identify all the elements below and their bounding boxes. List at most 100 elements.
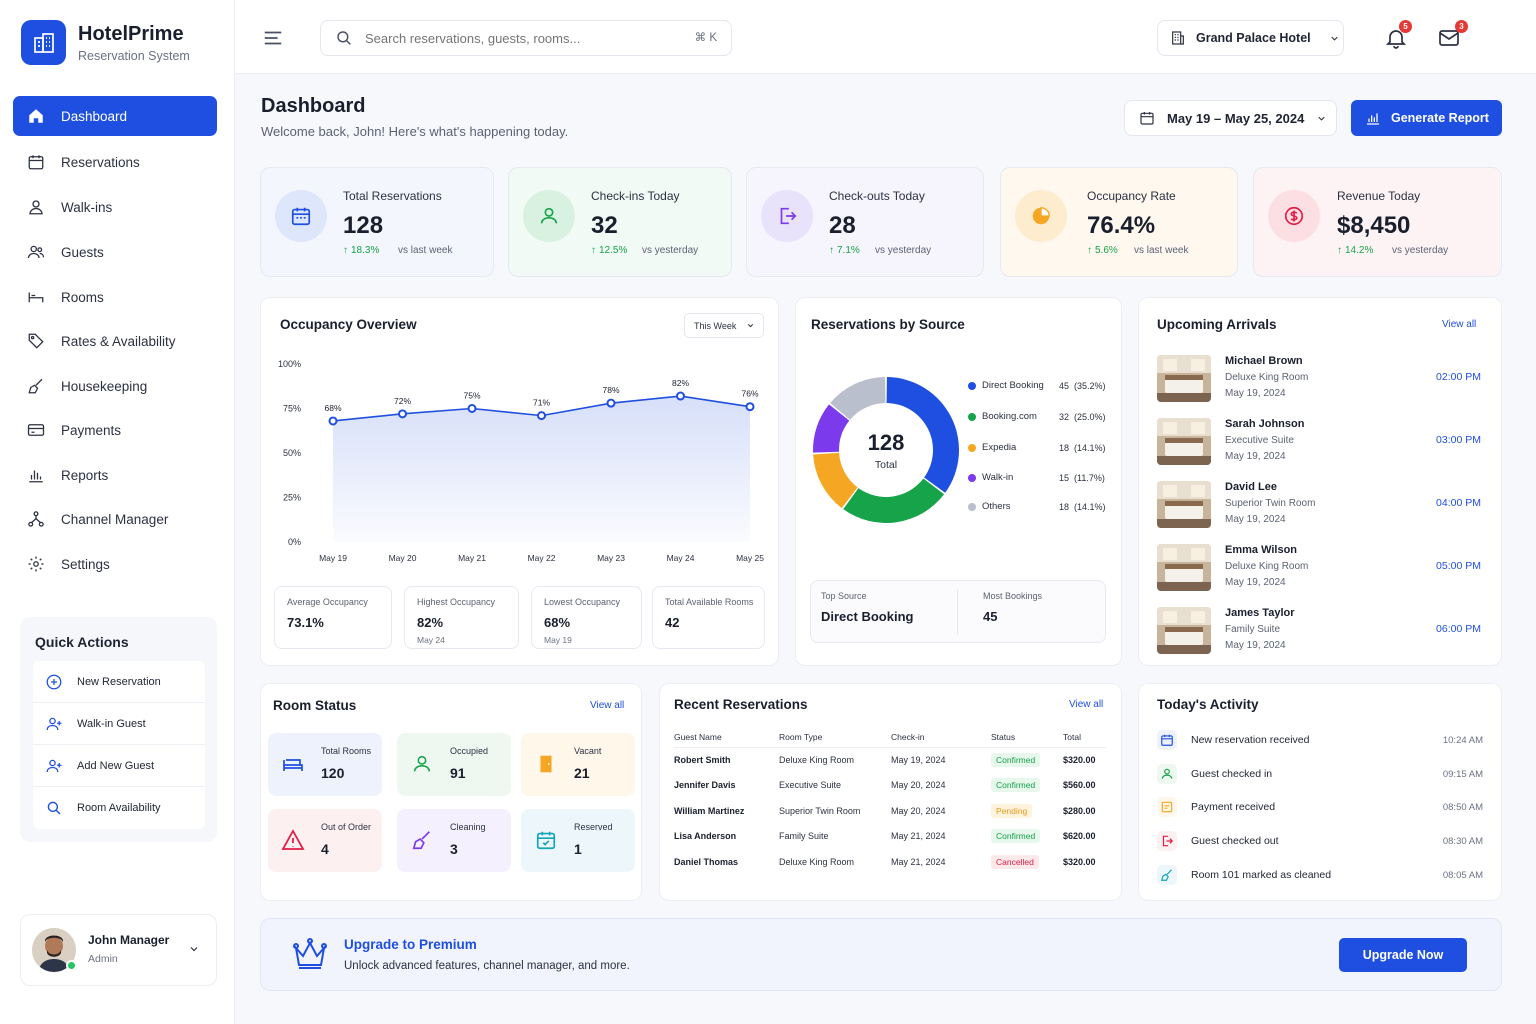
- stat-change: ↑ 18.3%: [343, 245, 380, 256]
- sidebar-item-walk-ins[interactable]: Walk-ins: [13, 187, 217, 227]
- room-status-label: Reserved: [574, 822, 613, 832]
- sidebar-item-rooms[interactable]: Rooms: [13, 277, 217, 317]
- sidebar-item-label: Reservations: [61, 154, 140, 170]
- activity-item: Guest checked out 08:30 AM: [1157, 830, 1483, 852]
- room-type-cell: Deluxe King Room: [779, 755, 855, 765]
- arrival-item[interactable]: Sarah Johnson Executive Suite May 19, 20…: [1157, 418, 1487, 468]
- room-status-occupied[interactable]: Occupied 91: [397, 733, 511, 796]
- stat-value: 28: [829, 212, 856, 239]
- room-status-view-all-link[interactable]: View all: [590, 700, 625, 711]
- search-bar[interactable]: ⌘ K: [320, 20, 732, 56]
- walk-in-guest-button[interactable]: Walk-in Guest: [33, 703, 205, 745]
- recent-reservations-table: Guest Name Room Type Check-in Status Tot…: [674, 727, 1106, 875]
- user-icon: [409, 751, 435, 777]
- room-thumbnail: [1157, 607, 1211, 654]
- arrow-up-icon: ↑: [1087, 245, 1092, 256]
- legend-swatch: [968, 473, 976, 482]
- sidebar-item-dashboard[interactable]: Dashboard: [13, 96, 217, 136]
- arrival-item[interactable]: David Lee Superior Twin Room May 19, 202…: [1157, 481, 1487, 531]
- sidebar-item-housekeeping[interactable]: Housekeeping: [13, 366, 217, 406]
- sidebar-item-payments[interactable]: Payments: [13, 410, 217, 450]
- x-tick-label: May 22: [528, 553, 556, 563]
- todays-activity-card: [1138, 683, 1502, 901]
- column-header: Room Type: [779, 727, 891, 748]
- sidebar-item-reports[interactable]: Reports: [13, 455, 217, 495]
- activity-time: 10:24 AM: [1442, 734, 1483, 746]
- search-input[interactable]: [365, 30, 675, 46]
- x-tick-label: May 23: [597, 553, 625, 563]
- room-status-value: 1: [574, 841, 582, 857]
- room-status-reserved[interactable]: Reserved 1: [521, 809, 635, 872]
- arrivals-view-all-link[interactable]: View all: [1442, 319, 1477, 330]
- stat-value: 32: [591, 212, 618, 239]
- upgrade-title: Upgrade to Premium: [344, 937, 477, 952]
- chevron-down-icon[interactable]: [188, 943, 200, 955]
- room-status-value: 120: [321, 765, 345, 781]
- stat-check-outs: Check-outs Today 28 ↑ 7.1% vs yesterday: [746, 167, 984, 277]
- building-icon: [1170, 30, 1186, 46]
- sidebar-item-channel-manager[interactable]: Channel Manager: [13, 499, 217, 539]
- table-row[interactable]: Robert Smith Deluxe King Room May 19, 2024…: [674, 747, 1106, 773]
- sidebar-item-settings[interactable]: Settings: [13, 544, 217, 584]
- status-cell: Confirmed: [991, 773, 1063, 799]
- page-subtitle: Welcome back, John! Here's what's happen…: [261, 124, 569, 139]
- room-status-out-of-order[interactable]: Out of Order 4: [268, 809, 382, 872]
- activity-item: Guest checked in 09:15 AM: [1157, 763, 1483, 785]
- bell-icon[interactable]: [1384, 26, 1408, 50]
- network-icon: [26, 509, 46, 529]
- lowest-occupancy-stat: Lowest Occupancy 68% May 19: [531, 586, 642, 649]
- menu-toggle-icon[interactable]: [262, 27, 284, 49]
- upgrade-now-button[interactable]: Upgrade Now: [1339, 938, 1467, 972]
- recent-reservations-card: [659, 683, 1122, 901]
- divider: [957, 589, 958, 635]
- donut-total-label: Total: [874, 459, 898, 471]
- legend-value: 45 (35.2%): [1059, 380, 1106, 391]
- quick-action-label: Walk-in Guest: [77, 717, 146, 730]
- legend-swatch: [968, 381, 976, 390]
- arrival-time: 03:00 PM: [1436, 434, 1481, 446]
- recent-view-all-link[interactable]: View all: [1069, 699, 1104, 710]
- table-row[interactable]: William Martinez Superior Twin Room May 20…: [674, 798, 1106, 824]
- activity-time: 08:30 AM: [1442, 835, 1483, 847]
- hotel-selector[interactable]: Grand Palace Hotel: [1157, 20, 1344, 56]
- room-status-cleaning[interactable]: Cleaning 3: [397, 809, 511, 872]
- add-new-guest-button[interactable]: Add New Guest: [33, 745, 205, 787]
- arrival-date: May 19, 2024: [1225, 577, 1286, 588]
- room-availability-button[interactable]: Room Availability: [33, 787, 205, 829]
- date-range-picker[interactable]: May 19 – May 25, 2024: [1124, 100, 1337, 136]
- activity-text: New reservation received: [1191, 734, 1310, 746]
- card-title: Upcoming Arrivals: [1157, 317, 1277, 332]
- sidebar-item-guests[interactable]: Guests: [13, 232, 217, 272]
- user-plus-icon: [45, 715, 63, 733]
- mail-icon[interactable]: [1437, 26, 1461, 50]
- check-in-cell: May 21, 2024: [891, 856, 946, 867]
- table-row[interactable]: Lisa Anderson Family Suite May 21, 2024 Con…: [674, 824, 1106, 850]
- arrival-item[interactable]: Emma Wilson Deluxe King Room May 19, 202…: [1157, 544, 1487, 594]
- table-row[interactable]: Daniel Thomas Deluxe King Room May 21, 202…: [674, 849, 1106, 875]
- sidebar-item-reservations[interactable]: Reservations: [13, 142, 217, 182]
- card-title: Today's Activity: [1157, 697, 1259, 712]
- status-cell: Cancelled: [991, 849, 1063, 875]
- dollar-icon: [1268, 190, 1320, 242]
- sidebar-item-rates[interactable]: Rates & Availability: [13, 321, 217, 361]
- activity-text: Guest checked in: [1191, 768, 1273, 780]
- new-reservation-button[interactable]: New Reservation: [33, 661, 205, 703]
- arrival-time: 06:00 PM: [1436, 623, 1481, 635]
- room-status-total[interactable]: Total Rooms 120: [268, 733, 382, 796]
- status-badge: Confirmed: [991, 829, 1041, 844]
- sidebar-item-label: Reports: [61, 467, 109, 483]
- data-point: [745, 402, 755, 412]
- period-select[interactable]: This Week: [684, 313, 764, 338]
- arrival-item[interactable]: James Taylor Family Suite May 19, 2024 0…: [1157, 607, 1487, 657]
- room-status-vacant[interactable]: Vacant 21: [521, 733, 635, 796]
- arrival-item[interactable]: Michael Brown Deluxe King Room May 19, 2…: [1157, 355, 1487, 405]
- table-row[interactable]: Jennifer Davis Executive Suite May 20, 202…: [674, 773, 1106, 799]
- notification-badge: 5: [1399, 20, 1412, 33]
- generate-report-button[interactable]: Generate Report: [1351, 100, 1502, 136]
- mini-label: Lowest Occupancy: [544, 597, 621, 607]
- sidebar-item-label: Dashboard: [61, 108, 128, 124]
- x-tick-label: May 24: [667, 553, 695, 563]
- user-profile-menu[interactable]: [20, 914, 217, 986]
- report-button-label: Generate Report: [1391, 111, 1489, 125]
- message-badge: 3: [1455, 20, 1468, 33]
